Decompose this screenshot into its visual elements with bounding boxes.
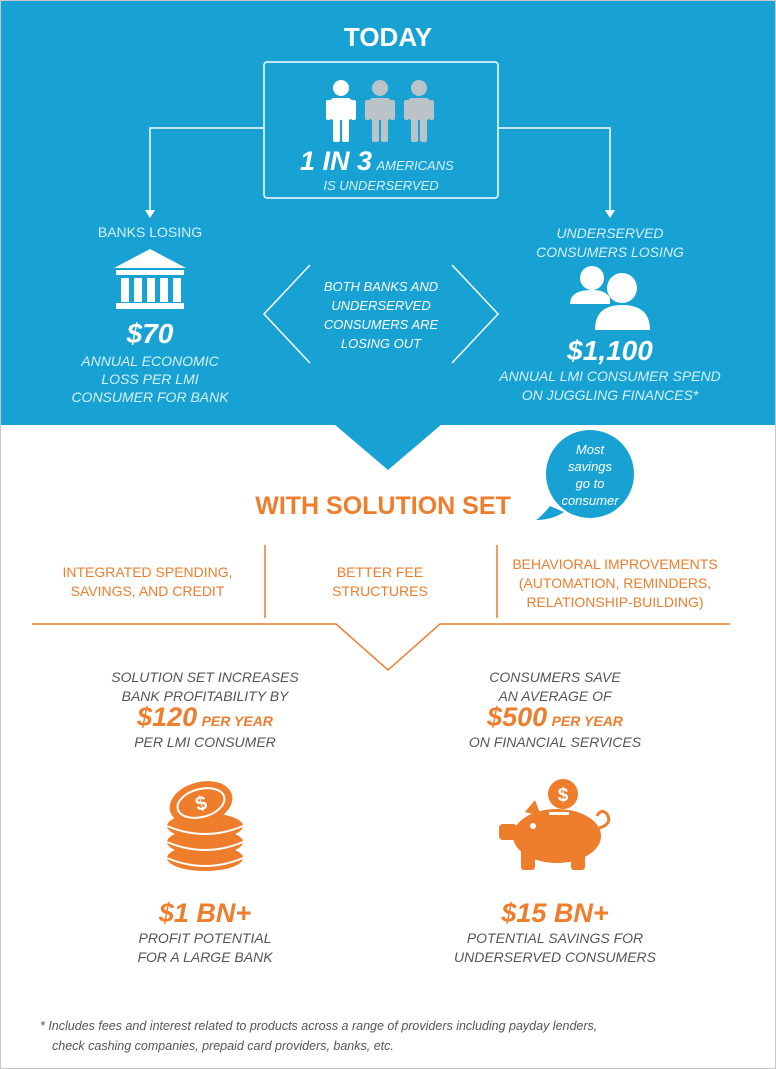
consumers-desc: ANNUAL LMI CONSUMER SPEND ON JUGGLING FI…: [470, 367, 750, 405]
bank-result-line-1: SOLUTION SET INCREASES: [111, 669, 299, 685]
solution-col-3-line-1: BEHAVIORAL IMPROVEMENTS: [512, 556, 718, 572]
down-pointer: [334, 424, 442, 470]
top-graphics: [114, 61, 650, 470]
consumers-desc-1: ANNUAL LMI CONSUMER SPEND: [499, 368, 721, 384]
footnote-line-1: * Includes fees and interest related to …: [40, 1019, 598, 1033]
right-connector: [498, 127, 611, 212]
bank-result-value-line: $120 PER YEAR: [80, 702, 330, 733]
solution-col-2-line-2: STRUCTURES: [332, 583, 428, 599]
hex-left: [262, 264, 311, 364]
bank-result-line-2: BANK PROFITABILITY BY: [121, 688, 289, 704]
banks-desc: ANNUAL ECONOMIC LOSS PER LMI CONSUMER FO…: [40, 352, 260, 406]
consumer-result-line-3: ON FINANCIAL SERVICES: [468, 734, 642, 750]
chevron-line: [32, 623, 730, 672]
bank-big-value: $1 BN+: [158, 898, 252, 928]
consumer-result-unit: PER YEAR: [551, 713, 623, 729]
bubble-line-1: Most: [575, 442, 605, 457]
consumers-heading: UNDERSERVED CONSUMERS LOSING: [500, 224, 720, 262]
stat-small-1: AMERICANS: [376, 158, 454, 173]
banks-desc-1: ANNUAL ECONOMIC: [81, 353, 219, 369]
consumer-big-desc-1: POTENTIAL SAVINGS FOR: [466, 930, 644, 946]
svg-text:$: $: [193, 792, 209, 816]
solution-col-3: BEHAVIORAL IMPROVEMENTS (AUTOMATION, REM…: [500, 555, 730, 612]
solution-col-3-line-2: (AUTOMATION, REMINDERS,: [518, 575, 712, 591]
solution-col-1-line-2: SAVINGS, AND CREDIT: [70, 583, 225, 599]
bank-result-line-3: PER LMI CONSUMER: [134, 734, 276, 750]
stat-small-2: IS UNDERSERVED: [323, 178, 439, 193]
consumers-heading-1: UNDERSERVED: [556, 225, 664, 241]
solution-lines: [32, 545, 730, 672]
banks-value: $70: [126, 318, 174, 349]
consumer-result-intro: CONSUMERS SAVE AN AVERAGE OF: [430, 668, 680, 706]
bank-result-value: $120: [137, 702, 198, 732]
bank-big-desc-1: PROFIT POTENTIAL: [138, 930, 272, 946]
today-title: TODAY: [343, 22, 433, 52]
consumer-big-desc: POTENTIAL SAVINGS FOR UNDERSERVED CONSUM…: [430, 929, 680, 967]
bubble-line-3: go to: [575, 476, 605, 491]
bubble-line-4: consumer: [561, 493, 619, 508]
banks-desc-2: LOSS PER LMI: [101, 371, 199, 387]
stat-line: 1 IN 3 AMERICANS: [300, 146, 500, 177]
bank-big-desc-2: FOR A LARGE BANK: [137, 949, 273, 965]
consumer-result-line-2: AN AVERAGE OF: [498, 688, 612, 704]
bank-icon: [114, 249, 186, 309]
consumers-heading-2: CONSUMERS LOSING: [536, 244, 684, 260]
bubble-text: Most savings go to consumer: [545, 441, 635, 509]
bank-big-desc: PROFIT POTENTIAL FOR A LARGE BANK: [80, 929, 330, 967]
banks-heading: BANKS LOSING: [97, 224, 203, 240]
consumer-big-desc-2: UNDERSERVED CONSUMERS: [454, 949, 656, 965]
middle-line-1: BOTH BANKS AND: [323, 279, 439, 294]
middle-line-4: LOSING OUT: [340, 336, 422, 351]
speech-bubble: [536, 430, 634, 520]
banks-desc-3: CONSUMER FOR BANK: [71, 389, 229, 405]
svg-text:$: $: [558, 785, 569, 806]
bank-result-unit: PER YEAR: [201, 713, 273, 729]
bank-result-intro: SOLUTION SET INCREASES BANK PROFITABILIT…: [80, 668, 330, 706]
consumer-result-value: $500: [487, 702, 548, 732]
middle-line-2: UNDERSERVED: [331, 298, 431, 313]
footnote-line-2: check cashing companies, prepaid card pr…: [52, 1039, 394, 1053]
consumers-value: $1,100: [567, 335, 653, 366]
left-arrowhead: [145, 210, 155, 218]
today-section: [0, 0, 776, 425]
solution-col-2-line-1: BETTER FEE: [336, 564, 424, 580]
solution-col-1-line-1: INTEGRATED SPENDING,: [62, 564, 233, 580]
piggy-bank-icon: $: [499, 779, 611, 870]
solution-col-1: INTEGRATED SPENDING, SAVINGS, AND CREDIT: [40, 563, 255, 601]
consumer-big-value: $15 BN+: [501, 898, 609, 928]
consumers-desc-2: ON JUGGLING FINANCES*: [521, 387, 699, 403]
hex-right: [451, 264, 500, 364]
bubble-line-2: savings: [567, 459, 613, 474]
consumer-result-value-line: $500 PER YEAR: [430, 702, 680, 733]
coins-icon: $: [166, 781, 244, 871]
middle-line-3: CONSUMERS ARE: [323, 317, 439, 332]
footnote: * Includes fees and interest related to …: [40, 1016, 760, 1056]
solution-title: WITH SOLUTION SET: [255, 492, 511, 520]
solution-col-3-line-3: RELATIONSHIP-BUILDING): [526, 594, 704, 610]
consumers-icon: [570, 266, 650, 330]
consumer-result-line-1: CONSUMERS SAVE: [489, 669, 621, 685]
solution-col-2: BETTER FEE STRUCTURES: [280, 563, 480, 601]
people-icon: [326, 80, 434, 142]
stat-box: [263, 61, 499, 199]
right-arrowhead: [605, 210, 615, 218]
left-connector: [149, 127, 264, 212]
stat-big: 1 IN 3: [300, 146, 373, 176]
middle-text: BOTH BANKS AND UNDERSERVED CONSUMERS ARE…: [300, 277, 462, 353]
